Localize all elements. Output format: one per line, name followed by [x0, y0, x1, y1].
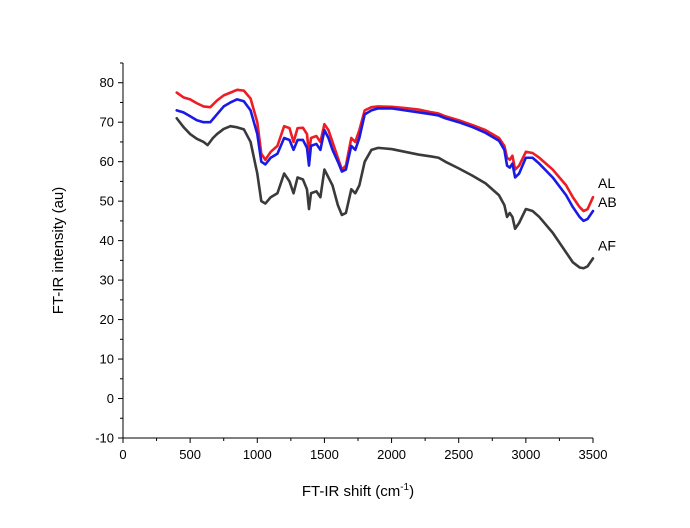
x-tick-label: 3500: [579, 447, 608, 462]
x-axis-title-main: FT-IR shift (cm: [302, 483, 400, 500]
series-label-al: AL: [598, 175, 615, 191]
series-labels: AL AB AF: [598, 175, 617, 253]
y-tick-label: 30: [100, 273, 114, 288]
x-axis-title: FT-IR shift (cm-1): [302, 482, 414, 500]
y-tick-label: 60: [100, 154, 114, 169]
series-label-af: AF: [598, 237, 616, 253]
series-line-ab: [175, 98, 595, 223]
y-tick-label: 50: [100, 194, 114, 209]
series-label-ab: AB: [598, 194, 617, 210]
x-tick-label: 2000: [377, 447, 406, 462]
x-axis-title-suffix: ): [409, 483, 414, 500]
y-axis-title: FT-IR intensity (au): [50, 187, 67, 315]
y-tick-label: 20: [100, 312, 114, 327]
series-line-af: [175, 116, 595, 270]
y-tick-label: 80: [100, 75, 114, 90]
series-lines: [175, 88, 595, 270]
x-axis-title-superscript: -1: [400, 482, 409, 493]
x-tick-label: 500: [179, 447, 201, 462]
x-tick-label: 1000: [243, 447, 272, 462]
x-tick-label: 2500: [444, 447, 473, 462]
y-tick-label: 10: [100, 352, 114, 367]
x-tick-label: 0: [119, 447, 126, 462]
axes: 0 500 1000 1500 2000 2500 3000 3500 -10 0 10 20 30 40…: [95, 62, 608, 462]
y-tick-label: 70: [100, 115, 114, 130]
y-tick-label: -10: [95, 431, 114, 446]
y-tick-label: 40: [100, 233, 114, 248]
x-tick-label: 1500: [310, 447, 339, 462]
y-tick-label: 0: [107, 391, 114, 406]
x-tick-label: 3000: [511, 447, 540, 462]
